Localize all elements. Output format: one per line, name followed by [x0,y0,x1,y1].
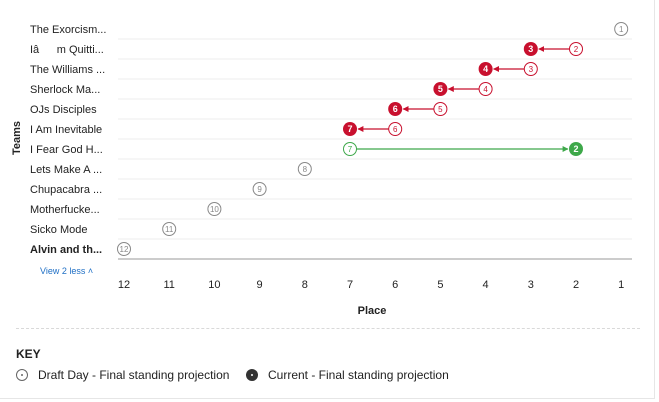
x-tick-label: 2 [573,279,579,291]
draft-marker-label: 9 [257,185,262,194]
draft-marker [614,22,629,36]
key-title: KEY [16,347,41,361]
draft-marker [252,182,267,196]
x-tick-label: 10 [208,279,220,291]
current-marker [569,142,583,156]
team-label: Sicko Mode [30,224,87,236]
draft-marker-label: 6 [393,125,398,134]
draft-marker-label: 7 [348,145,353,154]
standings-chart: Teams The Exorcism... 1 Iâm Quitti... 2 3 Th… [11,22,632,317]
current-marker [523,42,538,56]
current-marker-label: 5 [438,84,443,94]
draft-marker [207,202,222,216]
draft-marker [478,82,493,96]
current-marker [388,102,403,116]
key-draft-item: Draft Day - Final standing projection [16,368,229,382]
current-marker [433,82,448,96]
draft-marker [523,62,538,76]
current-marker [478,62,493,76]
key-divider [16,328,640,329]
draft-marker [388,122,403,136]
current-marker [343,122,357,136]
x-tick-label: 6 [392,279,398,291]
key-current-item: Current - Final standing projection [246,368,449,382]
current-marker-label: 7 [347,124,352,134]
team-label: The Williams ... [30,64,105,76]
team-label: Lets Make A ... [30,164,102,176]
draft-marker-label: 11 [165,225,174,234]
x-tick-label: 12 [118,279,130,291]
draft-marker [433,102,448,116]
current-marker-label: 3 [528,44,533,54]
team-label: I Fear God H... [30,144,103,156]
team-label: Alvin and th... [30,244,102,256]
current-marker-label: 2 [573,144,578,154]
x-tick-label: 5 [437,279,443,291]
draft-marker-label: 10 [210,205,219,214]
team-label: Motherfucke... [30,204,100,216]
x-axis-title: Place [358,305,387,317]
team-label: OJs Disciples [30,104,97,116]
current-marker-label: 6 [393,104,398,114]
x-tick-label: 8 [302,279,308,291]
draft-marker [343,142,357,156]
current-marker-icon [246,369,258,381]
draft-marker-label: 12 [120,245,129,254]
team-label: Sherlock Ma... [30,84,100,96]
draft-marker-label: 1 [619,25,624,34]
current-marker-label: 4 [483,64,488,74]
draft-marker [569,42,583,56]
team-label: The Exorcism... [30,24,106,36]
key-draft-label: Draft Day - Final standing projection [38,368,230,382]
draft-marker-label: 5 [438,105,443,114]
draft-marker-label: 4 [483,85,488,94]
x-tick-label: 3 [528,279,534,291]
x-tick-label: 7 [347,279,353,291]
draft-marker [297,162,312,176]
team-label: Iâm Quitti... [30,44,104,56]
key-current-label: Current - Final standing projection [268,368,449,382]
draft-marker-label: 2 [574,45,579,54]
draft-marker-label: 3 [529,65,534,74]
y-axis-title: Teams [11,121,23,155]
team-label: I Am Inevitable [30,124,102,136]
draft-marker-label: 8 [303,165,308,174]
x-tick-label: 1 [618,279,624,291]
team-label: Chupacabra ... [30,184,102,196]
draft-marker-icon [16,369,28,381]
view-less-link[interactable]: View 2 less ˄ [40,266,94,276]
x-tick-label: 9 [257,279,263,291]
draft-marker [162,222,177,236]
x-tick-label: 4 [483,279,489,291]
draft-marker [117,242,131,256]
x-tick-label: 11 [163,279,174,291]
